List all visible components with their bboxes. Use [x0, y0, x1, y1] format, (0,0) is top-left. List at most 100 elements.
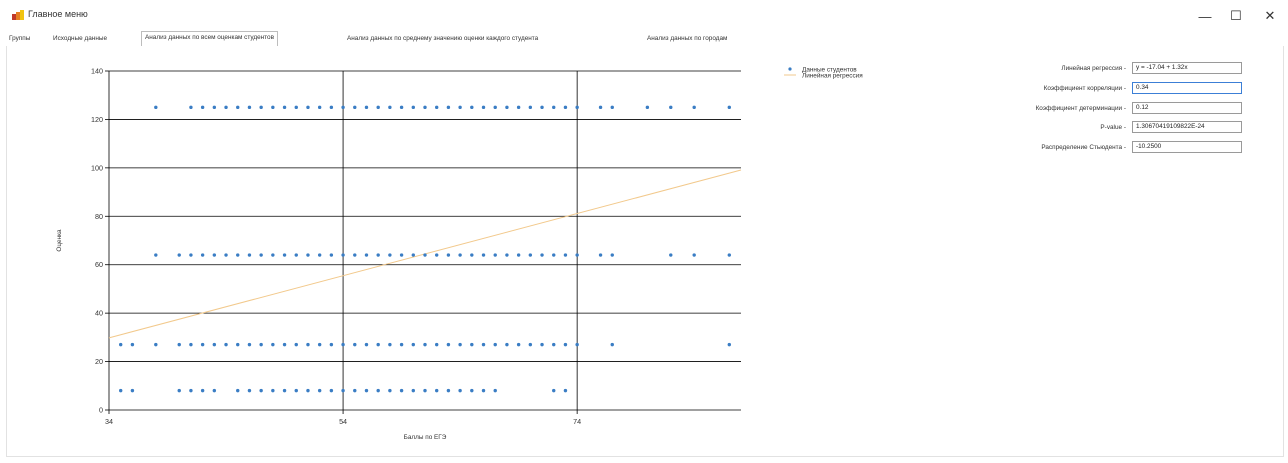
data-point: [200, 342, 205, 347]
y-tick-labels: 0 20 40 60 80 100 120 140: [91, 67, 103, 415]
data-point: [552, 105, 556, 110]
data-point: [364, 253, 369, 257]
data-point: [224, 105, 228, 110]
data-point: [505, 253, 509, 257]
data-point: [247, 253, 252, 257]
data-point: [282, 253, 287, 257]
data-point: [236, 253, 240, 257]
data-point: [470, 388, 474, 393]
data-point: [563, 105, 568, 110]
data-point: [598, 253, 603, 257]
data-point: [177, 253, 181, 257]
data-point: [481, 388, 486, 393]
data-point: [423, 388, 427, 393]
data-point: [224, 342, 228, 347]
data-point: [329, 342, 334, 347]
data-point: [294, 253, 298, 257]
data-point: [516, 105, 521, 110]
maximize-button[interactable]: ☐: [1216, 4, 1256, 28]
tab-label: Анализ данных по среднему значению оценк…: [347, 35, 539, 42]
maximize-icon: ☐: [1230, 8, 1242, 23]
data-point: [212, 388, 217, 393]
data-point: [329, 253, 334, 257]
student-distribution-field[interactable]: [1132, 141, 1242, 153]
data-point: [376, 342, 380, 347]
data-point: [446, 105, 451, 110]
data-point: [341, 253, 345, 257]
determination-field[interactable]: [1132, 102, 1242, 114]
data-point: [493, 388, 497, 393]
data-point: [306, 342, 310, 347]
data-point: [528, 105, 533, 110]
data-point: [259, 105, 263, 110]
minimize-button[interactable]: —: [1185, 4, 1225, 28]
close-button[interactable]: ✕: [1250, 4, 1288, 28]
correlation-field[interactable]: [1132, 82, 1242, 94]
data-point: [552, 388, 556, 393]
data-point: [411, 342, 415, 347]
data-point: [435, 388, 439, 393]
data-point: [423, 342, 427, 347]
data-point: [493, 253, 497, 257]
tab-average-grade-analysis[interactable]: Анализ данных по среднему значению оценк…: [344, 33, 541, 46]
tab-cities-analysis[interactable]: Анализ данных по городам: [644, 33, 730, 46]
data-point: [271, 388, 275, 393]
data-point: [610, 105, 614, 110]
tab-panel: 0 20 40 60 80 100 120 140 34 54 74 Оценка Баллы п…: [6, 46, 1284, 457]
data-point: [294, 342, 298, 347]
data-point: [552, 342, 556, 347]
tab-groups[interactable]: Группы: [6, 33, 33, 46]
tab-all-grades-analysis[interactable]: Анализ данных по всем оценкам студентов: [141, 31, 278, 46]
student-distribution-label: Распределение Стьюдента -: [1041, 144, 1126, 151]
data-point: [399, 253, 404, 257]
data-point: [119, 388, 123, 393]
title-bar: Главное меню — ☐ ✕: [0, 0, 1288, 32]
data-point: [575, 105, 579, 110]
correlation-label: Коэффициент корреляции -: [1043, 85, 1126, 92]
data-point: [470, 105, 474, 110]
x-tick-labels: 34 54 74: [105, 417, 581, 426]
data-point: [528, 342, 533, 347]
data-point: [353, 388, 357, 393]
data-point: [353, 105, 357, 110]
window-title: Главное меню: [28, 9, 88, 19]
data-point: [458, 105, 462, 110]
data-point: [669, 105, 673, 110]
data-point: [692, 253, 696, 257]
data-point: [317, 342, 322, 347]
data-point: [540, 253, 544, 257]
pvalue-field[interactable]: [1132, 121, 1242, 133]
data-point: [388, 253, 392, 257]
regression-field[interactable]: [1132, 62, 1242, 74]
data-point: [563, 388, 568, 393]
data-point: [411, 105, 415, 110]
scatter-chart: 0 20 40 60 80 100 120 140 34 54 74 Оценка Баллы п…: [56, 67, 863, 442]
data-point: [727, 342, 731, 347]
data-point: [259, 388, 263, 393]
data-point: [528, 253, 533, 257]
pvalue-label: P-value -: [1100, 124, 1126, 131]
data-point: [119, 342, 123, 347]
data-point: [200, 105, 205, 110]
y-axis-label: Оценка: [56, 229, 63, 252]
data-point: [399, 105, 404, 110]
data-point: [435, 105, 439, 110]
data-point: [727, 105, 731, 110]
determination-label: Коэффициент детерминации -: [1035, 105, 1126, 112]
y-tick-label: 60: [95, 260, 103, 269]
x-tick-label: 54: [339, 417, 347, 426]
data-point: [610, 342, 614, 347]
chart-legend: Данные студентов Линейная регрессия: [784, 67, 863, 80]
tab-label: Анализ данных по городам: [647, 35, 728, 42]
data-point: [341, 388, 345, 393]
data-point: [669, 253, 673, 257]
data-point: [493, 342, 497, 347]
data-point: [505, 342, 509, 347]
data-point: [423, 253, 427, 257]
data-point: [236, 342, 240, 347]
data-point: [481, 342, 486, 347]
data-point: [294, 105, 298, 110]
tab-source-data[interactable]: Исходные данные: [50, 33, 110, 46]
data-point: [446, 342, 451, 347]
y-tick-label: 140: [91, 67, 103, 76]
